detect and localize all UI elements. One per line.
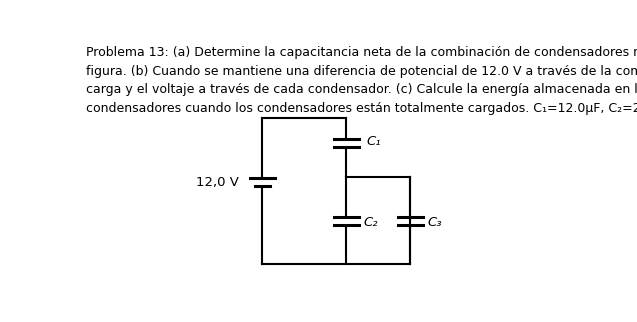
Text: C₃: C₃ [427,216,442,229]
Text: C₂: C₂ [364,216,378,229]
Text: C₁: C₁ [366,135,380,148]
Text: Problema 13: (a) Determine la capacitancia neta de la combinación de condensador: Problema 13: (a) Determine la capacitanc… [85,46,637,59]
Text: condensadores cuando los condensadores están totalmente cargados. C₁=12.0μF, C₂=: condensadores cuando los condensadores e… [85,102,637,115]
Text: carga y el voltaje a través de cada condensador. (c) Calcule la energía almacena: carga y el voltaje a través de cada cond… [85,83,637,96]
Text: 12,0 V: 12,0 V [196,176,239,189]
Text: figura. (b) Cuando se mantiene una diferencia de potencial de 12.0 V a través de: figura. (b) Cuando se mantiene una difer… [85,65,637,78]
